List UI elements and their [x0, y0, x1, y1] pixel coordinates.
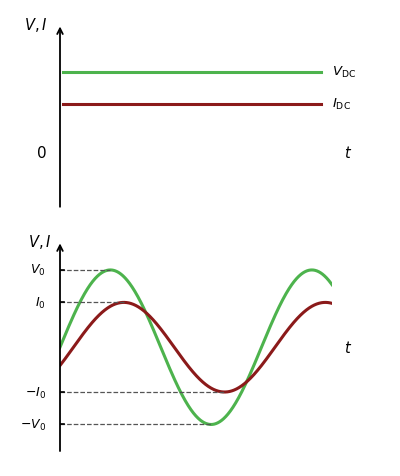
Text: $\it{V, I}$: $\it{V, I}$ — [24, 16, 47, 34]
Text: $I_{\mathrm{DC}}$: $I_{\mathrm{DC}}$ — [332, 97, 351, 112]
Text: $\it{V}_0$: $\it{V}_0$ — [30, 263, 46, 278]
Text: $V_{\mathrm{DC}}$: $V_{\mathrm{DC}}$ — [332, 65, 356, 80]
Text: $-\it{V}_0$: $-\it{V}_0$ — [20, 417, 46, 432]
Text: $\it{V, I}$: $\it{V, I}$ — [28, 232, 52, 250]
Text: $0$: $0$ — [36, 145, 46, 160]
Text: $-\it{I}_0$: $-\it{I}_0$ — [25, 385, 46, 400]
Text: $\it{t}$: $\it{t}$ — [344, 339, 352, 356]
Text: $\it{I}_0$: $\it{I}_0$ — [35, 295, 46, 310]
Text: $\it{t}$: $\it{t}$ — [344, 145, 352, 160]
